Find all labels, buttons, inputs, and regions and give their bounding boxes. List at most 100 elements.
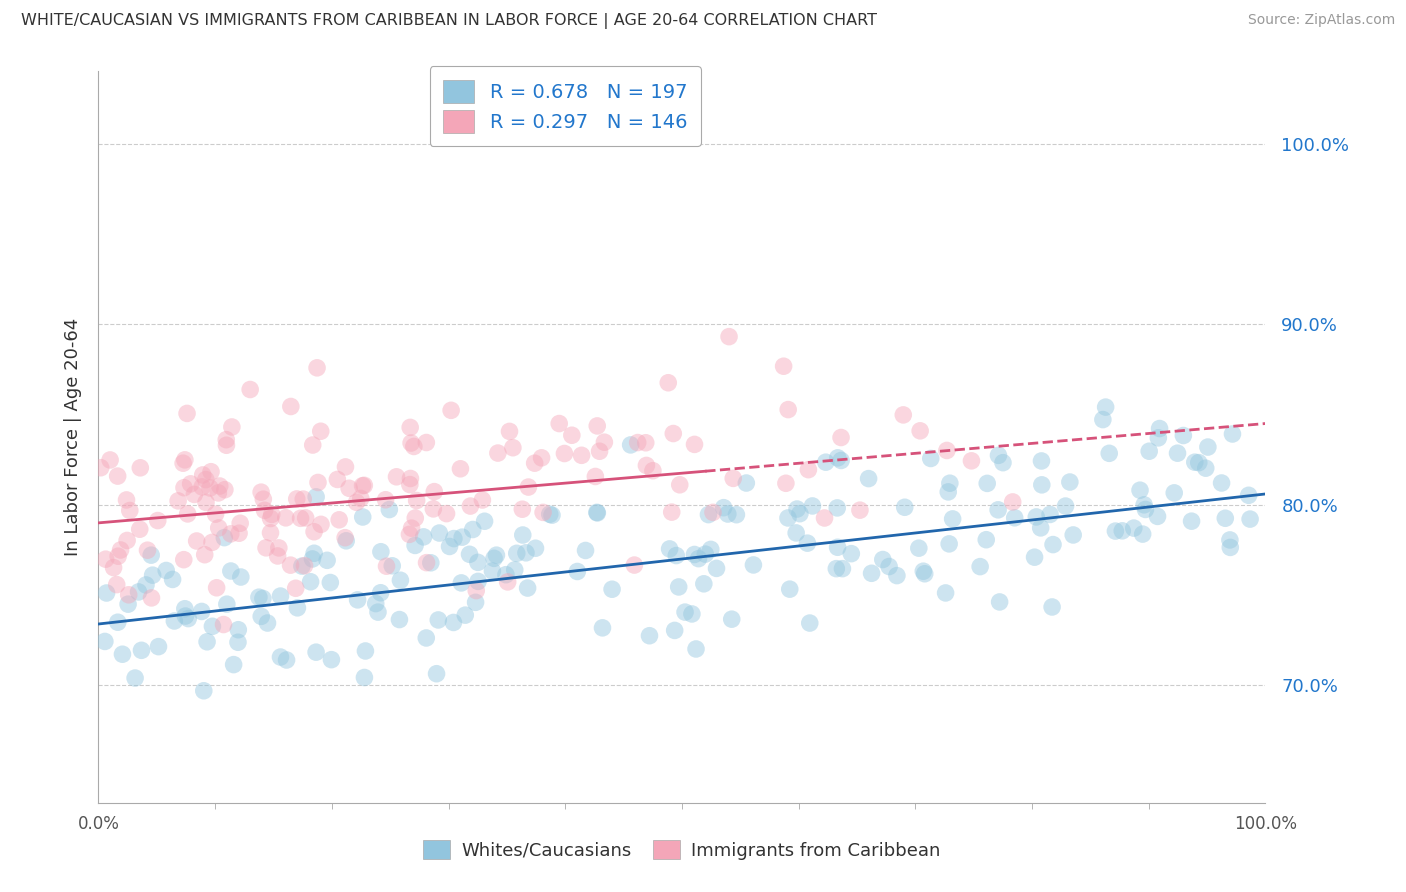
Point [146,514,169,528]
Point [353,478,375,492]
Point [191,467,214,482]
Point [229,516,252,531]
Point [274,511,297,525]
Point [668,477,690,491]
Point [352,478,374,492]
Point [467,574,489,589]
Point [482,551,505,566]
Point [713,500,735,515]
Point [786,502,808,516]
Point [219,564,242,578]
Point [1222,427,1244,442]
Point [1104,524,1126,538]
Point [465,583,488,598]
Point [1184,455,1206,469]
Point [683,548,706,562]
Point [685,642,707,657]
Point [208,479,231,493]
Point [785,525,807,540]
Point [205,581,228,595]
Point [454,608,477,623]
Point [506,546,529,560]
Point [485,548,508,562]
Point [200,465,222,479]
Point [229,570,252,584]
Point [284,581,307,595]
Point [439,540,461,554]
Point [796,536,818,550]
Point [706,561,728,575]
Point [495,567,517,582]
Point [849,503,872,517]
Point [1062,528,1084,542]
Point [176,507,198,521]
Point [814,455,837,469]
Point [723,471,745,485]
Point [287,600,309,615]
Point [585,505,607,519]
Point [1132,527,1154,541]
Point [378,502,401,516]
Point [720,612,742,626]
Point [98,453,121,467]
Point [772,359,794,374]
Point [135,578,157,592]
Point [247,590,270,604]
Point [399,471,422,485]
Point [346,495,368,509]
Point [443,532,465,546]
Point [912,564,935,578]
Point [574,543,596,558]
Point [427,526,450,541]
Point [486,446,509,460]
Point [215,433,238,447]
Point [307,475,329,490]
Point [155,564,177,578]
Point [858,472,880,486]
Point [398,527,420,541]
Point [301,438,323,452]
Point [1195,461,1218,475]
Point [813,511,835,525]
Point [326,472,349,486]
Point [388,613,411,627]
Point [367,605,389,619]
Point [352,510,374,524]
Point [374,492,396,507]
Point [381,558,404,573]
Point [661,505,683,519]
Point [658,541,681,556]
Text: Source: ZipAtlas.com: Source: ZipAtlas.com [1247,13,1395,28]
Point [385,470,408,484]
Point [668,580,690,594]
Point [592,621,614,635]
Point [1039,508,1062,522]
Point [111,647,134,661]
Point [107,469,129,483]
Point [117,597,139,611]
Point [422,502,444,516]
Point [681,607,703,621]
Point [415,435,437,450]
Point [142,568,165,582]
Point [124,671,146,685]
Point [131,643,153,657]
Point [914,566,936,581]
Point [641,464,664,478]
Point [512,502,534,516]
Point [1031,478,1053,492]
Point [481,564,503,578]
Text: WHITE/CAUCASIAN VS IMMIGRANTS FROM CARIBBEAN IN LABOR FORCE | AGE 20-64 CORRELAT: WHITE/CAUCASIAN VS IMMIGRANTS FROM CARIB… [21,13,877,29]
Point [305,645,328,659]
Point [530,450,553,465]
Point [305,490,328,504]
Point [516,581,538,595]
Point [467,555,489,569]
Point [697,508,720,522]
Point [186,534,208,549]
Point [1146,509,1168,524]
Point [370,545,392,559]
Point [908,424,931,438]
Point [173,552,195,566]
Point [141,548,163,562]
